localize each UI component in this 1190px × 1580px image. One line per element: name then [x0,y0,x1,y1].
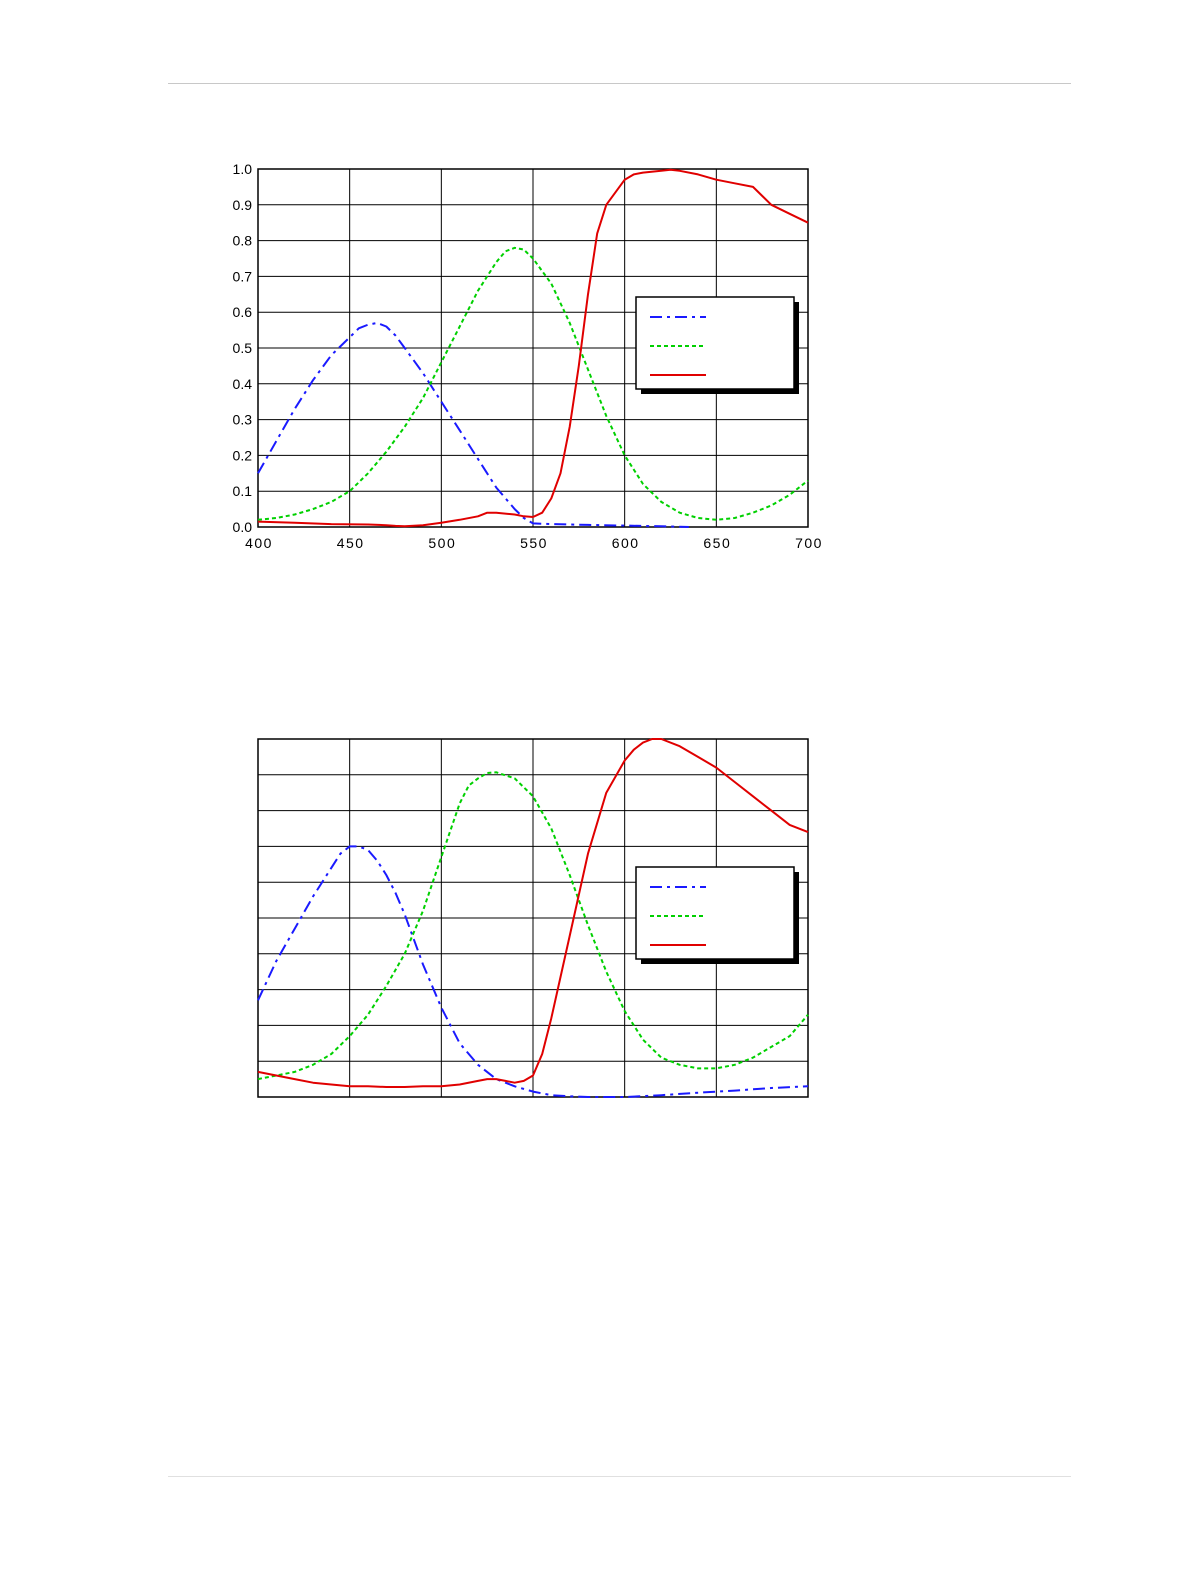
x-tick-label: 650 [703,535,731,551]
x-tick-label: 450 [337,535,365,551]
x-tick-label: 400 [245,535,273,551]
y-tick-label: 0.6 [233,304,253,320]
series-line-dash-dot [257,845,809,1098]
y-tick-label: 0.8 [233,233,253,249]
legend-box [635,296,795,390]
series-line-solid [257,738,809,1088]
x-tick-label: 550 [520,535,548,551]
legend [635,866,799,964]
header-rule [168,83,1071,84]
series-line-dotted [257,246,809,521]
x-tick-label: 500 [428,535,456,551]
legend [635,296,799,394]
spectral-response-chart-top: 0.0 0.1 0.2 0.3 0.4 0.5 0.6 0.7 0.8 0.9 1.0 400 450 5… [233,161,823,551]
y-tick-label: 0.7 [233,268,253,284]
plot-frame [257,168,809,528]
series-line-solid [257,168,809,528]
y-tick-label: 0.4 [233,376,253,392]
y-tick-label: 0.5 [233,340,253,356]
y-tick-label: 0.0 [233,519,253,535]
y-tick-label: 0.3 [233,412,253,428]
x-tick-label: 600 [612,535,640,551]
series-line-dotted [257,771,809,1081]
x-tick-label: 700 [795,535,823,551]
plot-frame [257,738,809,1098]
y-tick-label: 1.0 [233,161,253,177]
y-tick-label: 0.9 [233,197,253,213]
spectral-response-chart-bottom [257,738,809,1098]
footer-rule [168,1476,1071,1477]
y-tick-label: 0.2 [233,447,253,463]
legend-box [635,866,795,960]
y-tick-label: 0.1 [233,483,253,499]
